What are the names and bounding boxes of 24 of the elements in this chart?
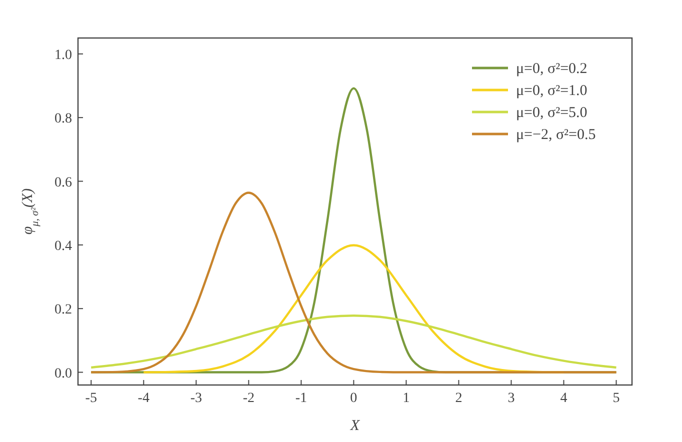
x-tick-label: 3 — [508, 391, 515, 406]
legend-label: μ=0, σ²=5.0 — [516, 105, 588, 121]
x-tick-label: -1 — [295, 391, 308, 406]
y-tick-label: 0.8 — [54, 112, 72, 127]
x-tick-label: -5 — [85, 391, 97, 406]
x-tick-label: 2 — [455, 391, 462, 406]
x-tick-label: 0 — [350, 391, 358, 406]
y-tick-label: 1.0 — [54, 48, 72, 63]
x-axis-title: X — [349, 418, 360, 434]
y-tick-label: 0.6 — [54, 175, 72, 190]
legend-label: μ=0, σ²=1.0 — [516, 83, 588, 99]
y-tick-label: 0.2 — [54, 302, 72, 318]
x-tick-label: 5 — [612, 391, 620, 406]
x-tick-label: 1 — [402, 391, 410, 406]
y-tick-label: 0.0 — [54, 366, 72, 382]
line-series — [90, 314, 618, 369]
y-tick-label: 0.4 — [54, 238, 72, 254]
x-tick-label: 4 — [560, 391, 568, 406]
line-series — [90, 192, 618, 374]
legend-label: μ=0, σ²=0.2 — [516, 61, 588, 77]
x-tick-label: -4 — [138, 391, 150, 406]
x-tick-label: -2 — [242, 391, 254, 406]
legend-label: μ=−2, σ²=0.5 — [516, 127, 596, 143]
x-tick-label: -3 — [190, 391, 202, 406]
